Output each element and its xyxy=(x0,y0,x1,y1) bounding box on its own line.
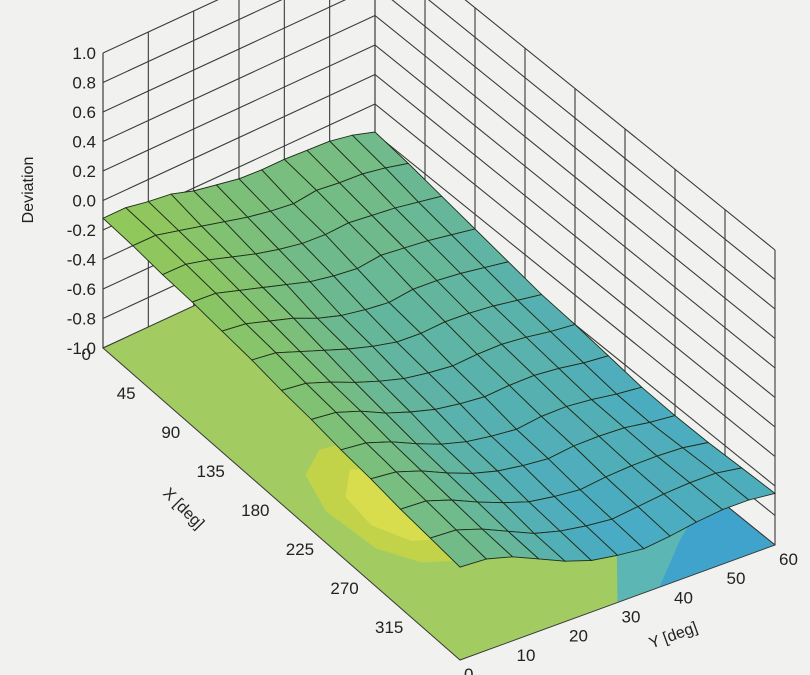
floor-contour-band xyxy=(659,491,775,588)
y-tick-label: 20 xyxy=(569,627,588,646)
y-axis-title: Y [deg] xyxy=(647,619,700,652)
z-axis-title: Deviation xyxy=(20,157,37,224)
y-tick-label: 30 xyxy=(622,608,641,627)
x-tick-label: 135 xyxy=(197,462,225,481)
z-tick-label: -0.8 xyxy=(67,310,96,329)
x-tick-label: 90 xyxy=(161,423,180,442)
deviation-surface xyxy=(102,131,777,568)
x-axis-title: X [deg] xyxy=(159,485,207,533)
z-tick-label: -0.4 xyxy=(67,251,96,270)
z-tick-label: 1.0 xyxy=(72,44,96,63)
x-tick-label: 270 xyxy=(330,579,358,598)
axis-labels: 1.00.80.60.40.20.0-0.2-0.4-0.6-0.8-1.004… xyxy=(67,44,798,675)
x-tick-label: 45 xyxy=(117,384,136,403)
z-tick-label: 0.0 xyxy=(72,192,96,211)
x-tick-label: 315 xyxy=(375,618,403,637)
y-tick-label: 40 xyxy=(674,588,693,607)
z-tick-label: 0.8 xyxy=(72,74,96,93)
x-tick-label: 225 xyxy=(286,540,314,559)
z-tick-label: -0.6 xyxy=(67,280,96,299)
y-tick-label: 50 xyxy=(727,569,746,588)
y-tick-label: 10 xyxy=(517,646,536,665)
z-tick-label: 0.4 xyxy=(72,133,96,152)
z-tick-label: 0.2 xyxy=(72,162,96,181)
z-tick-label: -1.0 xyxy=(67,339,96,358)
z-tick-label: -0.2 xyxy=(67,221,96,240)
x-tick-label: 180 xyxy=(241,501,269,520)
back-walls xyxy=(102,0,776,546)
y-tick-label: 0 xyxy=(464,665,473,675)
y-tick-label: 60 xyxy=(779,550,798,569)
x-tick-label: 0 xyxy=(82,345,91,364)
z-tick-label: 0.6 xyxy=(72,103,96,122)
surface-patch xyxy=(429,529,488,568)
